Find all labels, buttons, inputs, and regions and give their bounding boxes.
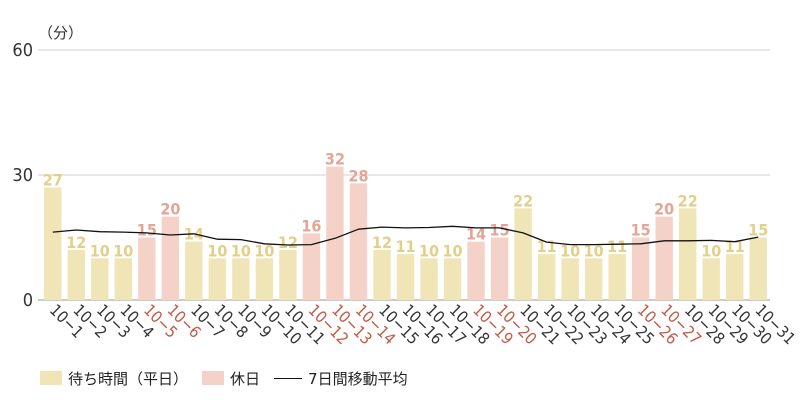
- x-axis-ticks: 10−110−210−310−410−510−610−710−810−910−1…: [46, 300, 799, 348]
- legend-label-holiday: 休日: [230, 369, 261, 388]
- legend-item-weekday: 待ち時間（平日）: [40, 368, 188, 389]
- bar-holiday: [161, 216, 180, 300]
- bar-value-label: 11: [395, 237, 415, 256]
- moving-average-series-line: [52, 225, 759, 246]
- bar-value-label: 28: [348, 166, 368, 185]
- y-tick-label: 30: [12, 165, 33, 186]
- bar-holiday: [326, 166, 344, 300]
- bar-holiday: [138, 237, 156, 300]
- y-axis-ticks: 0 30 60: [12, 40, 33, 311]
- bar-holiday: [655, 216, 673, 300]
- bar-value-label: 10: [419, 241, 439, 260]
- bar-holiday: [349, 183, 368, 300]
- bar-weekday: [443, 258, 462, 300]
- bar-value-label: 22: [513, 191, 533, 210]
- bar-value-label: 16: [301, 216, 321, 235]
- legend-swatch-holiday: [202, 371, 225, 385]
- bar-value-label: 11: [537, 237, 557, 256]
- moving-average-line: [52, 225, 759, 246]
- legend-swatch-moving-average: [274, 377, 303, 379]
- bar-weekday: [44, 187, 62, 300]
- bar-holiday: [467, 241, 485, 300]
- bar-value-label: 20: [160, 200, 180, 219]
- bar-weekday: [67, 250, 85, 300]
- bar-weekday: [514, 208, 532, 300]
- bar-weekday: [584, 258, 603, 300]
- bar-value-label: 10: [560, 241, 580, 260]
- bar-value-label: 27: [43, 171, 63, 190]
- bar-weekday: [208, 258, 227, 300]
- bar-weekday: [396, 254, 415, 300]
- bar-weekday: [279, 250, 297, 300]
- bar-weekday: [608, 254, 626, 300]
- bar-weekday: [232, 258, 250, 300]
- legend-label-moving-average: 7日間移動平均: [308, 369, 408, 388]
- bar-value-label: 10: [584, 241, 604, 260]
- bar-value-label: 14: [466, 225, 486, 244]
- bar-weekday: [91, 258, 109, 300]
- y-tick-label: 60: [12, 40, 33, 61]
- bar-value-label: 12: [278, 233, 298, 252]
- bar-holiday: [302, 233, 321, 300]
- unit-label: （分）: [38, 24, 83, 42]
- bar-weekday: [373, 250, 391, 300]
- bar-value-label: 22: [678, 191, 698, 210]
- bar-weekday: [185, 241, 203, 300]
- bar-value-label: 10: [443, 241, 463, 260]
- bar-value-label: 12: [66, 233, 86, 252]
- bar-weekday: [702, 258, 720, 300]
- legend-item-moving-average: 7日間移動平均: [274, 368, 408, 389]
- bar-value-label: 15: [748, 221, 768, 240]
- bar-value-label: 20: [654, 200, 674, 219]
- bars: [44, 166, 767, 300]
- bar-weekday: [420, 258, 438, 300]
- bar-value-label: 10: [207, 241, 227, 260]
- bar-weekday: [537, 254, 556, 300]
- y-tick-label: 0: [23, 290, 33, 311]
- legend-swatch-weekday: [40, 371, 62, 385]
- legend: 待ち時間（平日） 休日 7日間移動平均: [40, 366, 408, 390]
- bar-value-label: 11: [607, 237, 627, 256]
- bar-weekday: [561, 258, 579, 300]
- bar-weekday: [726, 254, 744, 300]
- bar-value-label: 10: [254, 241, 274, 260]
- bar-value-label: 32: [325, 150, 345, 169]
- bar-holiday: [631, 237, 650, 300]
- bar-weekday: [255, 258, 274, 300]
- bar-value-label: 15: [631, 221, 651, 240]
- legend-item-holiday: 休日: [202, 368, 260, 389]
- bar-weekday: [678, 208, 697, 300]
- bar-holiday: [490, 237, 509, 300]
- bar-weekday: [749, 237, 767, 300]
- bar-value-label: 15: [490, 221, 510, 240]
- bar-value-label: 10: [113, 241, 133, 260]
- bar-weekday: [114, 258, 133, 300]
- bar-value-label: 12: [372, 233, 392, 252]
- bar-value-label: 10: [90, 241, 110, 260]
- bar-value-label: 15: [137, 221, 157, 240]
- bar-value-label: 10: [701, 241, 721, 260]
- bar-value-label: 10: [231, 241, 251, 260]
- legend-label-weekday: 待ち時間（平日）: [68, 369, 189, 388]
